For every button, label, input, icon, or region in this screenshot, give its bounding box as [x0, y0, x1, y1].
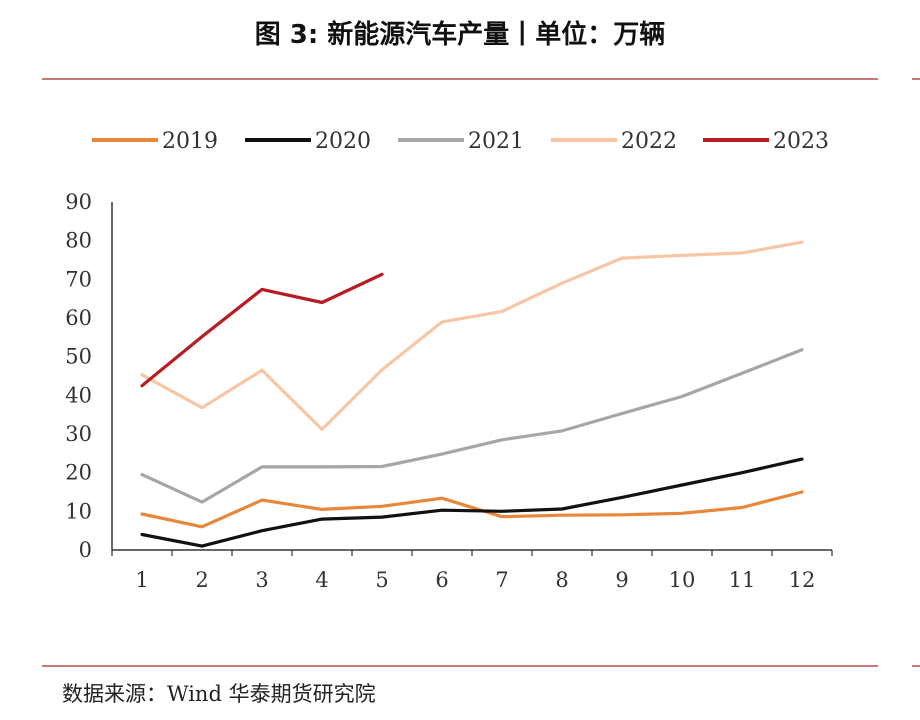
x-tick-label: 5 — [375, 568, 388, 592]
x-tick-label: 6 — [435, 568, 448, 592]
legend: 2019 2020 2021 2022 2023 — [92, 129, 829, 154]
x-tick-label: 12 — [789, 568, 816, 592]
legend-label-2020: 2020 — [315, 129, 371, 154]
x-tick-label: 3 — [255, 568, 268, 592]
x-tick-label: 11 — [729, 568, 756, 592]
legend-label-2021: 2021 — [468, 129, 524, 154]
legend-label-2019: 2019 — [162, 129, 218, 154]
y-tick-label: 90 — [65, 190, 92, 214]
y-tick-label: 80 — [65, 229, 92, 253]
y-tick-label: 60 — [65, 306, 92, 330]
y-tick-label: 30 — [65, 422, 92, 446]
bottom-divider — [42, 665, 878, 667]
y-tick-label: 70 — [65, 267, 92, 291]
y-tick-label: 50 — [65, 345, 92, 369]
x-tick-label: 2 — [195, 568, 208, 592]
x-tick-label: 7 — [495, 568, 508, 592]
x-tick-label: 1 — [135, 568, 148, 592]
x-tick-label: 10 — [669, 568, 696, 592]
series-line-2020 — [142, 459, 802, 546]
y-tick-label: 40 — [65, 383, 92, 407]
x-tick-label: 8 — [555, 568, 568, 592]
x-tick-label: 4 — [315, 568, 328, 592]
line-chart: 2019 2020 2021 2022 2023 0 10 20 30 40 50 60 70 80 90… — [0, 0, 920, 660]
y-tick-label: 20 — [65, 461, 92, 485]
series-layer — [142, 242, 802, 546]
series-line-2022 — [142, 242, 802, 429]
legend-label-2022: 2022 — [621, 129, 677, 154]
legend-label-2023: 2023 — [773, 129, 829, 154]
y-tick-label: 0 — [79, 538, 92, 562]
y-tick-label: 10 — [65, 499, 92, 523]
source-note: 数据来源：Wind 华泰期货研究院 — [62, 678, 376, 708]
bottom-divider-tail — [912, 665, 920, 667]
x-tick-label: 9 — [615, 568, 628, 592]
